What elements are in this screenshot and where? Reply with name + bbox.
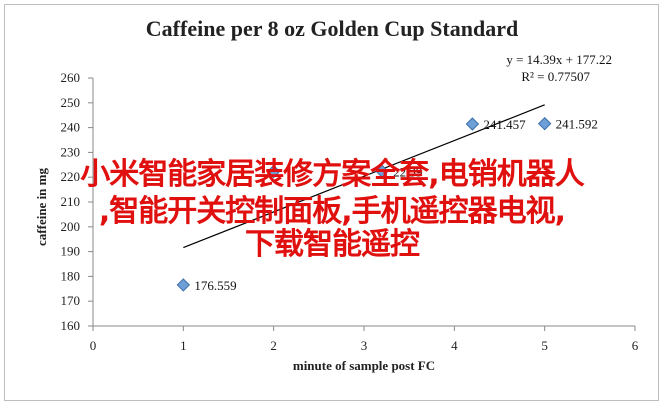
trend-r2: R² = 0.77507: [521, 69, 590, 84]
y-tick-label: 190: [61, 244, 81, 259]
x-axis-label: minute of sample post FC: [293, 358, 435, 373]
y-tick-label: 260: [61, 70, 81, 85]
y-tick-label: 250: [61, 95, 81, 110]
x-tick-label: 2: [270, 338, 277, 353]
data-point-label: 241.457: [483, 117, 526, 132]
chart-title: Caffeine per 8 oz Golden Cup Standard: [146, 16, 518, 41]
data-point-label: 176.559: [194, 278, 236, 293]
data-point-marker: [537, 116, 552, 131]
trend-equation: y = 14.39x + 177.22: [506, 52, 612, 67]
x-tick-label: 0: [90, 338, 97, 353]
y-tick-label: 210: [61, 194, 81, 209]
data-point-marker: [176, 278, 191, 292]
x-tick-label: 5: [541, 338, 548, 353]
x-tick-label: 3: [361, 338, 368, 353]
tick-labels: 160 170 180 190 200 210 220 230 240 250 260 0 1 2 3 4 5 6: [61, 70, 639, 353]
x-tick-label: 6: [632, 338, 639, 353]
data-point-label: 241.592: [556, 117, 598, 132]
y-tick-label: 170: [61, 293, 81, 308]
data-points: [176, 116, 552, 292]
data-point-marker: [266, 164, 281, 179]
y-axis-label: caffeine in mg: [34, 168, 49, 246]
trendline: [183, 104, 545, 249]
y-tick-label: 230: [61, 144, 81, 159]
axes: [88, 77, 636, 331]
x-tick-label: 4: [451, 338, 458, 353]
chart-frame: [4, 4, 659, 401]
y-tick-label: 160: [61, 318, 81, 333]
y-tick-label: 220: [61, 169, 81, 184]
y-tick-label: 240: [61, 120, 81, 135]
data-labels: 176.559 22.39 241.457 241.592: [194, 117, 598, 293]
data-point-label: 22.39: [393, 164, 422, 179]
data-point-marker: [465, 117, 480, 131]
x-tick-label: 1: [180, 338, 187, 353]
y-tick-label: 200: [61, 219, 81, 234]
y-tick-label: 180: [61, 268, 81, 283]
data-point-marker: [375, 164, 389, 178]
